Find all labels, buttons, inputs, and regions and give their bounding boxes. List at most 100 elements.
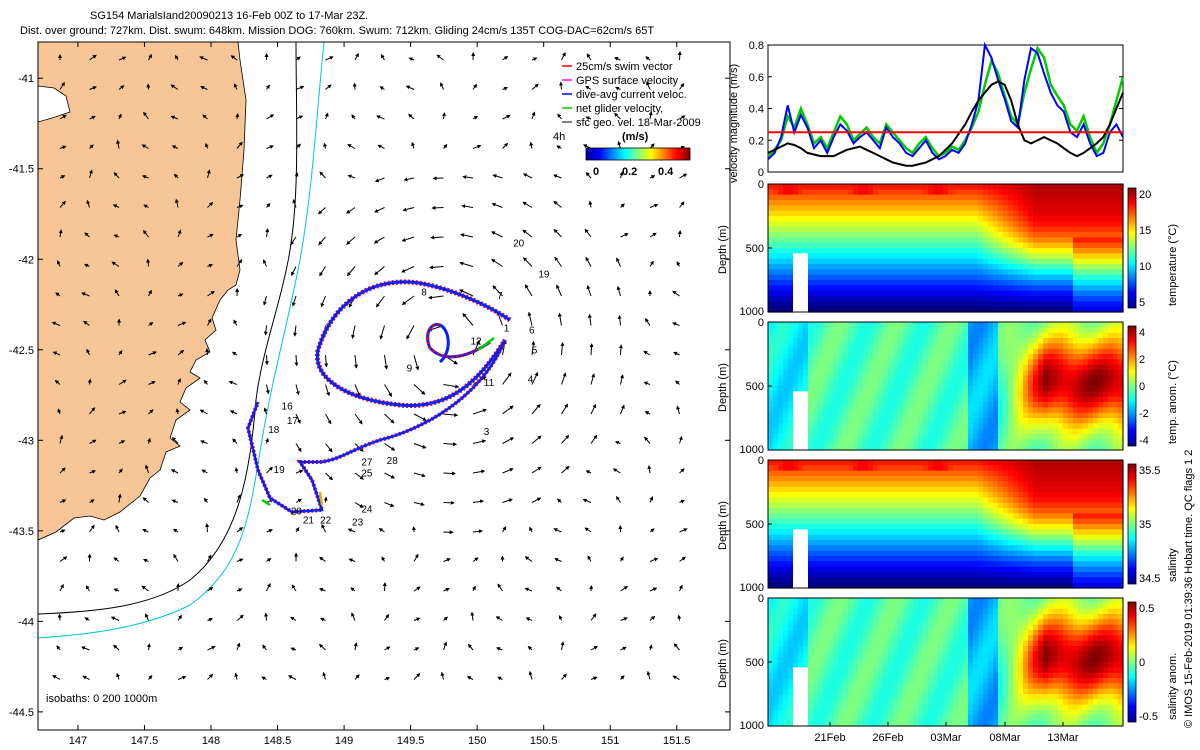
heat-cell xyxy=(798,561,804,568)
heat-cell xyxy=(778,380,784,387)
heat-cell xyxy=(1053,285,1059,292)
heat-cell xyxy=(828,492,834,498)
heat-cell xyxy=(1028,391,1034,398)
heat-cell xyxy=(1098,354,1104,360)
heat-cell xyxy=(1003,370,1009,376)
heat-cell xyxy=(1083,216,1089,222)
heat-cell xyxy=(913,444,919,451)
heat-cell xyxy=(888,529,894,536)
heat-cell xyxy=(988,296,994,302)
heat-cell xyxy=(1018,391,1024,398)
heat-cell xyxy=(778,513,784,520)
heat-cell xyxy=(913,386,919,392)
heat-cell xyxy=(908,242,914,249)
heat-cell xyxy=(1063,370,1069,376)
heat-cell xyxy=(1063,327,1069,334)
heat-cell xyxy=(773,486,779,493)
heat-cell xyxy=(863,508,869,514)
heat-cell xyxy=(1088,216,1094,222)
heat-cell xyxy=(768,237,774,244)
heat-cell xyxy=(1073,402,1079,408)
heat-cell xyxy=(1053,237,1059,244)
heat-cell xyxy=(1038,221,1044,228)
heat-cell xyxy=(1008,306,1014,313)
heat-cell xyxy=(933,216,939,222)
heat-cell xyxy=(943,375,949,382)
heat-cell xyxy=(778,508,784,514)
heat-cell xyxy=(968,481,974,488)
heat-cell xyxy=(928,518,934,525)
heat-cell xyxy=(888,572,894,578)
heat-cell xyxy=(993,439,999,446)
heat-cell xyxy=(1078,338,1084,344)
heat-cell xyxy=(923,465,929,472)
heat-cell xyxy=(783,258,789,265)
heat-cell xyxy=(1008,407,1014,414)
vector-arrow xyxy=(263,295,267,306)
heat-cell xyxy=(873,434,879,440)
heat-cell xyxy=(823,508,829,514)
vector-arrow xyxy=(413,413,427,421)
vector-arrow xyxy=(236,204,244,209)
heat-cell xyxy=(1068,274,1074,281)
heat-cell xyxy=(788,582,794,589)
heat-cell xyxy=(998,444,1004,451)
heat-cell xyxy=(1028,354,1034,360)
heat-cell xyxy=(868,354,874,360)
heat-cell xyxy=(888,338,894,344)
heat-cell xyxy=(858,418,864,424)
heat-cell xyxy=(848,418,854,424)
heat-cell xyxy=(1103,189,1109,196)
heat-cell xyxy=(838,582,844,589)
heat-cell xyxy=(1113,423,1119,430)
heat-cell xyxy=(813,322,819,328)
heat-cell xyxy=(1088,402,1094,408)
heat-cell xyxy=(803,264,809,270)
heat-cell xyxy=(1113,301,1119,308)
heat-cell xyxy=(813,205,819,212)
heat-cell xyxy=(803,460,809,466)
heat-cell xyxy=(863,237,869,244)
heat-cell xyxy=(828,460,834,466)
heat-cell xyxy=(908,556,914,562)
heat-cell xyxy=(1003,274,1009,281)
heat-cell xyxy=(813,301,819,308)
heat-cell xyxy=(923,572,929,578)
heat-cell xyxy=(913,561,919,568)
heat-cell xyxy=(1073,221,1079,228)
heat-cell xyxy=(898,221,904,228)
heat-cell xyxy=(1103,290,1109,297)
heat-cell xyxy=(788,561,794,568)
heat-cell xyxy=(938,274,944,281)
heat-cell xyxy=(913,296,919,302)
heat-cell xyxy=(1058,189,1064,196)
heat-cell xyxy=(833,338,839,344)
heat-cell xyxy=(923,402,929,408)
heat-cell xyxy=(1118,301,1124,308)
heat-cell xyxy=(958,518,964,525)
heat-cell xyxy=(878,226,884,233)
heat-cell xyxy=(1103,444,1109,451)
heat-cell xyxy=(913,396,919,403)
heat-cell xyxy=(803,550,809,557)
heat-cell xyxy=(983,444,989,451)
heat-cell xyxy=(948,407,954,414)
vector-arrow xyxy=(649,260,654,267)
heat-cell xyxy=(803,418,809,424)
heat-cell xyxy=(993,216,999,222)
heat-cell xyxy=(1078,205,1084,212)
heat-cell xyxy=(803,513,809,520)
heat-cell xyxy=(873,412,879,419)
heat-cell xyxy=(798,444,804,451)
heat-cell xyxy=(923,375,929,382)
heat-cell xyxy=(798,529,804,536)
heat-cell xyxy=(943,428,949,435)
heat-cell xyxy=(803,232,809,238)
vector-arrow xyxy=(461,204,474,209)
heat-cell xyxy=(1078,226,1084,233)
heat-cell xyxy=(853,407,859,414)
heat-cell xyxy=(1033,301,1039,308)
heat-cell xyxy=(893,232,899,238)
heat-cell xyxy=(868,327,874,334)
vector-arrow xyxy=(113,172,120,179)
